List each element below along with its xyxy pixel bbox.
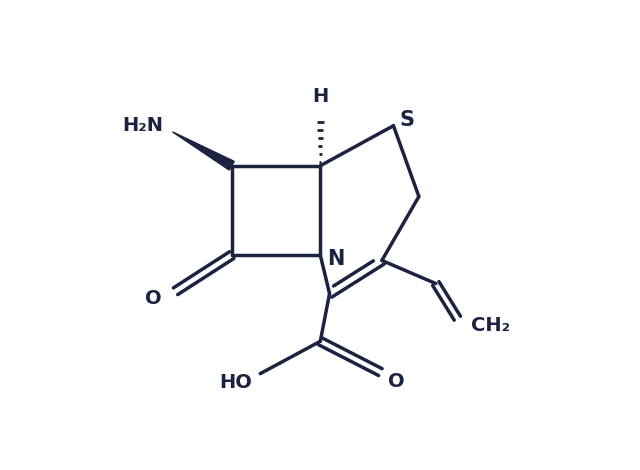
Text: CH₂: CH₂ (471, 316, 510, 336)
Text: O: O (145, 290, 162, 308)
Text: O: O (388, 372, 404, 391)
Text: N: N (327, 249, 344, 269)
Text: H₂N: H₂N (122, 116, 163, 135)
Text: H: H (312, 87, 328, 106)
Polygon shape (172, 132, 234, 170)
Text: HO: HO (220, 373, 253, 392)
Text: S: S (400, 110, 415, 130)
